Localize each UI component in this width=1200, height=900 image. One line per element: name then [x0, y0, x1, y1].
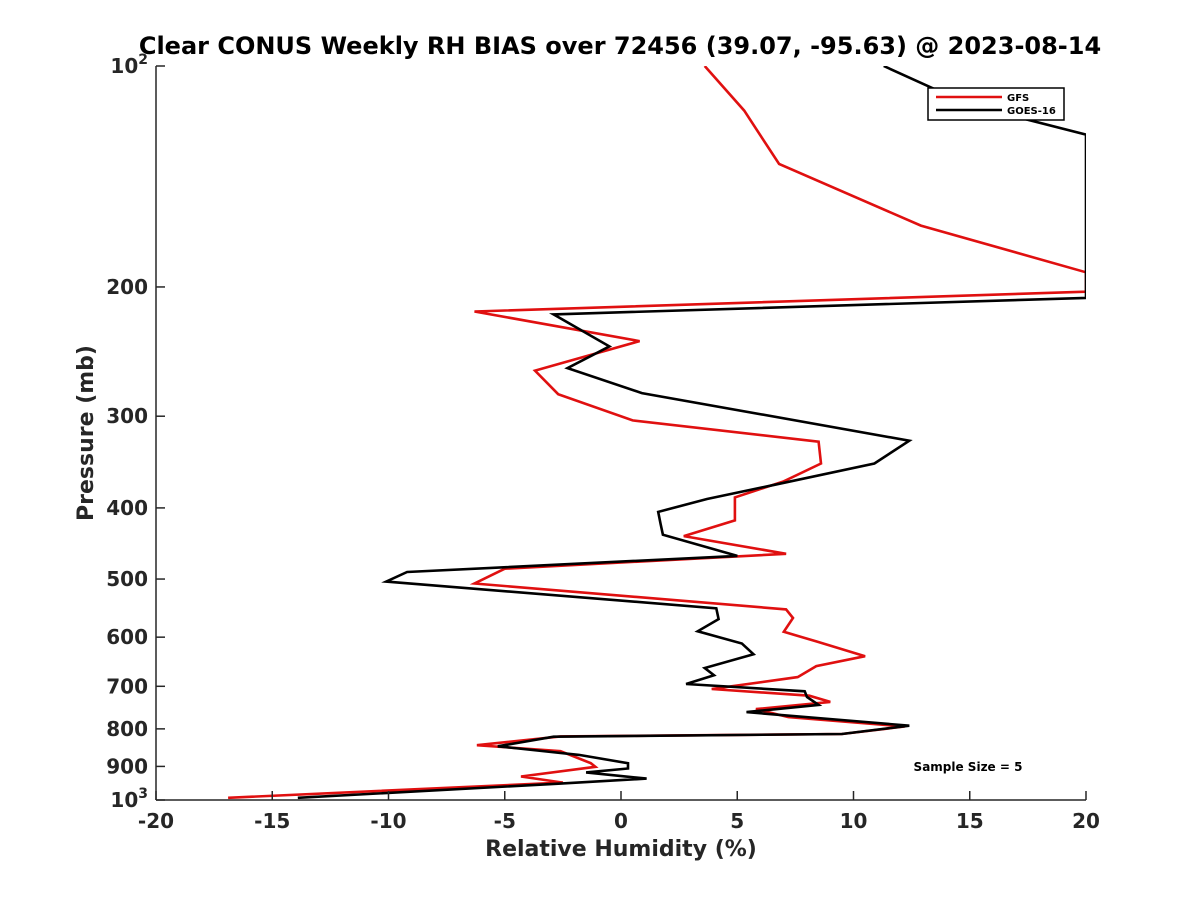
- legend-box: [927, 87, 1065, 121]
- legend: GFS GOES-16: [927, 87, 1065, 121]
- chart-title: Clear CONUS Weekly RH BIAS over 72456 (3…: [139, 32, 1101, 60]
- y-tick-label: 900: [106, 754, 148, 778]
- x-tick-label: 10: [840, 809, 868, 833]
- y-tick-label: 102: [110, 52, 148, 78]
- x-axis-label: Relative Humidity (%): [485, 837, 757, 862]
- series-layer: [228, 66, 1086, 800]
- plot-area: [156, 66, 1086, 800]
- legend-label-goes16: GOES-16: [1007, 106, 1056, 117]
- x-tick-label: 15: [956, 809, 984, 833]
- y-tick-label: 300: [106, 404, 148, 428]
- x-tick-label: 20: [1072, 809, 1100, 833]
- x-tick-label: -5: [494, 809, 516, 833]
- y-tick-label: 103: [110, 786, 148, 812]
- x-ticks: -20 -15 -10 -5 0 5 10 15 20: [138, 791, 1100, 833]
- axes-background: [156, 66, 1086, 800]
- sample-size-annotation: Sample Size = 5: [914, 760, 1023, 774]
- y-axis-label: Pressure (mb): [74, 345, 99, 521]
- series-line-goes16: [297, 66, 1086, 800]
- y-tick-label: 400: [106, 496, 148, 520]
- y-tick-label: 800: [106, 717, 148, 741]
- y-ticks: 102 200 300 400 500 600 700 800 900 103: [106, 52, 165, 812]
- x-tick-label: 0: [614, 809, 628, 833]
- x-tick-label: -20: [138, 809, 174, 833]
- legend-label-gfs: GFS: [1007, 93, 1029, 104]
- y-tick-label: 700: [106, 674, 148, 698]
- y-tick-label: 500: [106, 567, 148, 591]
- x-tick-label: -15: [254, 809, 290, 833]
- y-tick-label: 200: [106, 275, 148, 299]
- x-tick-label: -10: [370, 809, 406, 833]
- x-tick-label: 5: [730, 809, 744, 833]
- y-tick-label: 600: [106, 625, 148, 649]
